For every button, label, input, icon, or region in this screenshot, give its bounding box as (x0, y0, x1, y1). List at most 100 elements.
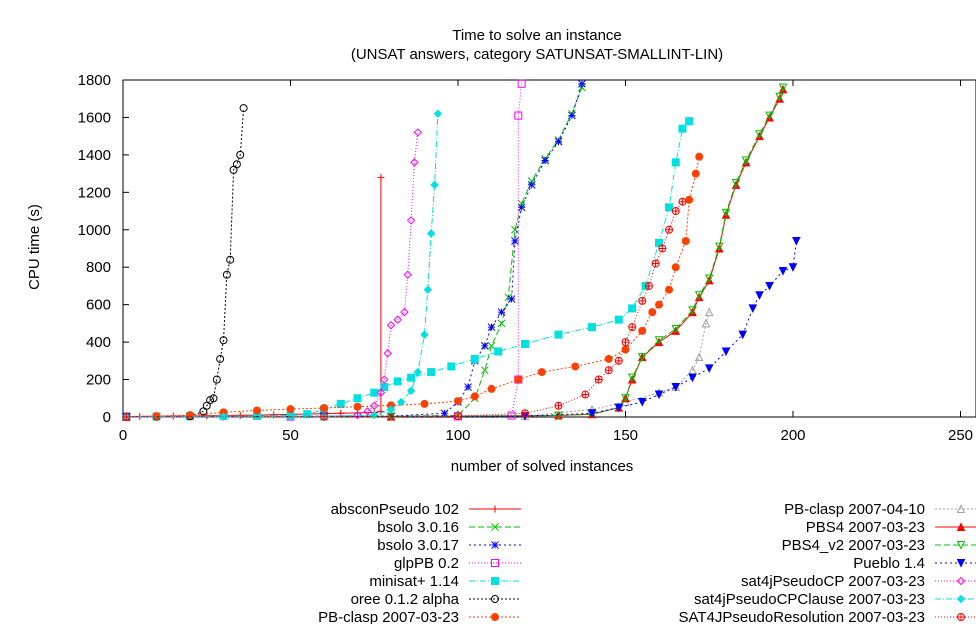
data-point (497, 319, 506, 328)
data-point (487, 342, 496, 350)
data-point (507, 295, 516, 303)
legend-label: minisat+ 1.14 (369, 573, 459, 590)
data-point (554, 411, 563, 421)
series-line (126, 132, 419, 418)
data-point (694, 291, 704, 300)
axis-ticks: 0 50 100 150 200 250 0 200 400 600 800 1000 1200 1400… (78, 72, 973, 444)
data-point (420, 330, 429, 339)
series-line (126, 108, 245, 418)
legend-item: bsolo 3.0.16 (377, 519, 521, 536)
data-point (370, 401, 379, 410)
data-point (685, 117, 694, 126)
data-point (487, 384, 496, 393)
legend-label: Pueblo 1.4 (853, 555, 925, 572)
data-point (386, 405, 396, 414)
chart-subtitle: (UNSAT answers, category SATUNSAT-SMALLI… (351, 46, 723, 63)
legend-swatch-marker (956, 594, 966, 604)
data-point (721, 208, 731, 218)
legend-item: minisat+ 1.14 (369, 573, 521, 590)
data-point (704, 307, 714, 317)
data-point (581, 390, 590, 399)
legend-swatch-marker (956, 559, 966, 568)
data-point (654, 390, 664, 400)
data-point (701, 318, 711, 328)
data-point (788, 263, 798, 272)
data-point (721, 347, 731, 357)
data-point (554, 137, 563, 146)
data-point (480, 366, 489, 375)
data-point (517, 199, 526, 208)
data-point (778, 266, 788, 276)
data-point (704, 274, 714, 284)
data-point (604, 354, 613, 363)
legend-label: bsolo 3.0.17 (377, 537, 459, 554)
series-4 (122, 117, 694, 421)
legend-swatch-marker (491, 613, 499, 621)
data-point (353, 402, 362, 411)
series-3 (122, 79, 526, 421)
legend-item: oree 0.1.2 alpha (351, 591, 521, 608)
data-point (678, 197, 687, 206)
legend-swatch-marker (491, 505, 499, 513)
data-point (423, 285, 433, 294)
data-point (688, 373, 697, 383)
data-point (714, 243, 724, 253)
data-point (568, 111, 576, 120)
legend-item: Pueblo 1.4 (853, 555, 976, 572)
data-point (487, 323, 496, 331)
data-point (554, 401, 563, 410)
y-tick-label: 200 (86, 372, 111, 389)
x-tick-label: 150 (613, 427, 638, 444)
legend-swatch-marker (491, 541, 499, 549)
data-point (604, 366, 613, 375)
data-point (480, 342, 489, 350)
data-point (614, 403, 624, 413)
y-tick-label: 800 (86, 259, 111, 276)
data-point (594, 375, 603, 384)
data-point (514, 111, 523, 120)
data-point (637, 398, 647, 407)
data-point (671, 325, 681, 334)
data-point (678, 124, 687, 133)
data-point (644, 281, 653, 290)
data-point (377, 407, 385, 415)
y-tick-label: 1600 (78, 109, 111, 126)
data-point (253, 406, 261, 415)
legend-label: sat4jPseudoCP 2007-03-23 (741, 573, 925, 590)
data-point (440, 409, 449, 418)
data-point (587, 409, 597, 418)
data-point (627, 373, 637, 383)
data-point (209, 394, 218, 403)
plot-frame (122, 79, 976, 418)
data-point (464, 383, 472, 391)
data-point (665, 285, 674, 294)
data-point (393, 315, 402, 324)
y-tick-label: 1800 (78, 72, 111, 89)
legend-label: PB-clasp 2007-04-10 (784, 501, 925, 518)
legend-swatch-marker (956, 541, 966, 550)
data-point (637, 353, 647, 362)
data-point (521, 339, 529, 348)
legend-label: sat4jPseudoCPClause 2007-03-23 (694, 591, 925, 608)
data-point (685, 195, 694, 204)
legend-item: PB-clasp 2007-03-23 (318, 609, 521, 624)
x-tick-label: 250 (948, 427, 973, 444)
data-point (681, 237, 690, 246)
data-point (638, 296, 647, 305)
series-line (126, 177, 382, 418)
data-point (393, 377, 402, 386)
data-point (671, 207, 680, 216)
data-point (748, 304, 758, 314)
data-point (578, 79, 586, 88)
legend-item: sat4jPseudoCP 2007-03-23 (741, 573, 976, 590)
data-point (792, 237, 801, 246)
data-point (406, 386, 416, 395)
series-13 (122, 197, 687, 421)
data-point (403, 270, 412, 279)
data-point (427, 368, 436, 377)
series-11 (122, 128, 423, 422)
data-point (216, 354, 225, 363)
data-point (219, 412, 228, 421)
series-12 (122, 109, 443, 422)
data-point (527, 180, 536, 189)
